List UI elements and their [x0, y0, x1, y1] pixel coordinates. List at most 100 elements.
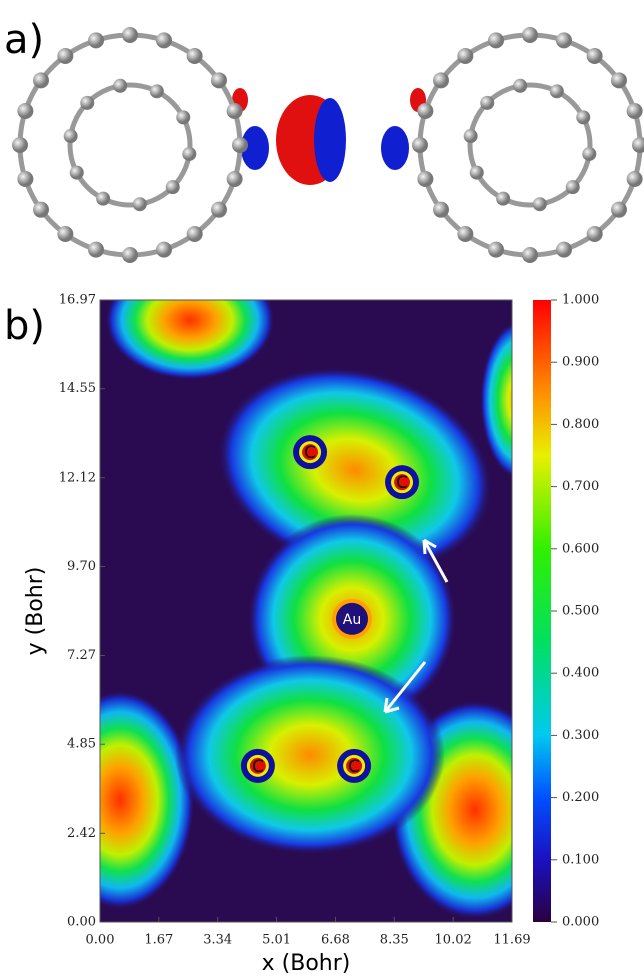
atom [513, 79, 527, 93]
atom [470, 166, 484, 180]
heatmap [45, 260, 560, 922]
atom [33, 202, 49, 218]
atom [457, 226, 473, 242]
atom [187, 48, 203, 64]
atom [113, 79, 127, 93]
cage-outline [420, 35, 640, 255]
x-tick-label: 10.02 [435, 933, 472, 948]
colorbar-tick-label: 0.600 [562, 541, 599, 556]
atom [156, 242, 172, 258]
atom [587, 48, 603, 64]
colorbar-tick-label: 0.400 [562, 666, 599, 681]
atom [576, 110, 590, 124]
atom-label: Au [343, 612, 361, 628]
atom [12, 137, 28, 153]
y-tick-label: 12.12 [59, 470, 96, 485]
atom [70, 166, 84, 180]
density-lobe [381, 126, 409, 170]
atom [227, 171, 243, 187]
y-tick-label: 4.85 [67, 737, 96, 752]
atom [211, 202, 227, 218]
atom [556, 242, 572, 258]
atom [550, 84, 564, 98]
density-region [45, 690, 195, 910]
x-tick-label: 11.69 [493, 933, 530, 948]
colorbar-tick-label: 0.000 [562, 915, 599, 930]
atom [17, 171, 33, 187]
x-tick-label: 0.00 [86, 933, 115, 948]
atom [96, 192, 110, 206]
colorbar-tick-label: 0.500 [562, 604, 599, 619]
atom [587, 226, 603, 242]
atom [611, 202, 627, 218]
atom-label: C [304, 443, 316, 463]
atom [417, 103, 433, 119]
atom [566, 180, 580, 194]
molecule-image [12, 27, 644, 263]
cage-outline [20, 35, 240, 255]
atom [17, 103, 33, 119]
atom [156, 32, 172, 48]
atom [488, 32, 504, 48]
atom [133, 197, 147, 211]
atom [611, 72, 627, 88]
atom [433, 72, 449, 88]
y-tick-label: 2.42 [67, 826, 96, 841]
atom [122, 27, 138, 43]
x-tick-label: 1.67 [144, 933, 173, 948]
atom [480, 96, 494, 110]
atom [627, 171, 643, 187]
atom [211, 72, 227, 88]
x-axis-label: x (Bohr) [262, 951, 351, 976]
atom [464, 129, 478, 143]
atom [57, 48, 73, 64]
colorbar-tick-label: 1.000 [562, 293, 599, 308]
atom [227, 103, 243, 119]
y-tick-label: 9.70 [67, 559, 96, 574]
atom [187, 226, 203, 242]
atom [522, 247, 538, 263]
x-tick-label: 6.68 [321, 933, 350, 948]
atom [57, 226, 73, 242]
colorbar-tick-label: 0.300 [562, 728, 599, 743]
y-tick-label: 7.27 [67, 648, 96, 663]
atom [433, 202, 449, 218]
atom [176, 110, 190, 124]
atom [64, 129, 78, 143]
x-tick-label: 5.01 [262, 933, 291, 948]
atom [496, 192, 510, 206]
density-region [105, 260, 275, 380]
y-tick-label: 16.97 [59, 293, 96, 308]
atom [182, 147, 196, 161]
atom [122, 247, 138, 263]
atom [417, 171, 433, 187]
colorbar-tick-label: 0.800 [562, 417, 599, 432]
atom [412, 137, 428, 153]
atom [582, 147, 596, 161]
atom-label: C [252, 757, 264, 777]
atom [627, 103, 643, 119]
atom [632, 137, 644, 153]
colorbar-tick-label: 0.900 [562, 355, 599, 370]
atom [166, 180, 180, 194]
y-tick-label: 14.55 [59, 381, 96, 396]
atom [522, 27, 538, 43]
atom [533, 197, 547, 211]
atom [88, 32, 104, 48]
panel-label: b) [4, 303, 45, 349]
figure: a) b) x (Bohr) y (Bohr) 0.00 1.67 3.34 5.01… [0, 0, 644, 977]
atom [457, 48, 473, 64]
x-tick-label: 3.34 [203, 933, 232, 948]
atom [488, 242, 504, 258]
density-region [175, 655, 445, 855]
colorbar-tick-label: 0.100 [562, 852, 599, 867]
atom-label: C [396, 473, 408, 493]
y-axis-label: y (Bohr) [23, 567, 48, 656]
x-tick-label: 8.35 [380, 933, 409, 948]
atom-label: C [348, 757, 360, 777]
colorbar [533, 300, 551, 922]
atom [33, 72, 49, 88]
y-tick-label: 0.00 [67, 915, 96, 930]
atom [80, 96, 94, 110]
panel-label: a) [4, 17, 44, 63]
